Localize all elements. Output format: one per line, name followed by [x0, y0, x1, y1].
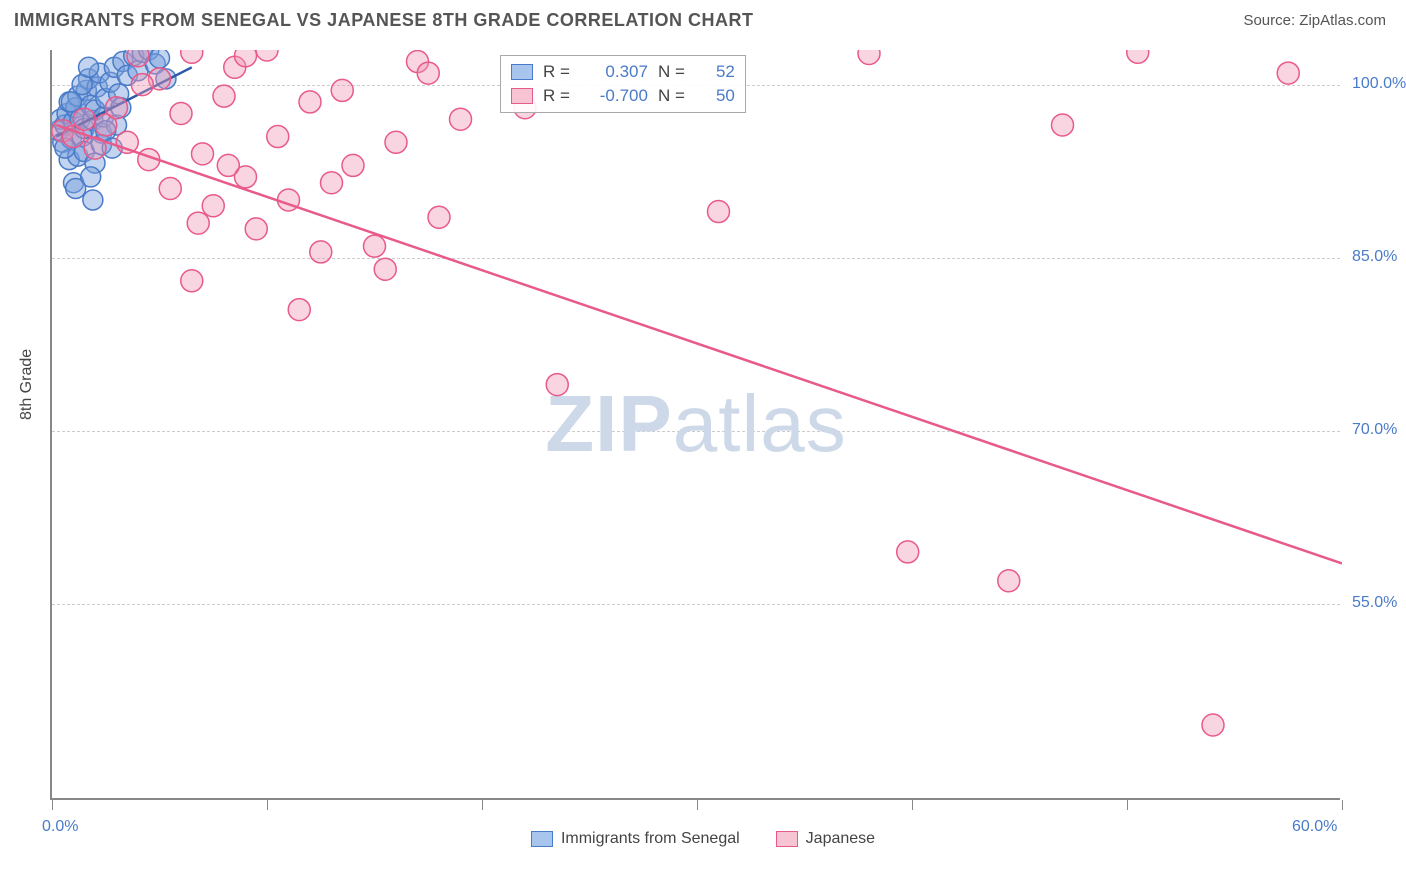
x-tick-label: 0.0% — [42, 818, 78, 836]
x-tick — [1342, 800, 1343, 810]
legend-swatch — [511, 88, 533, 104]
scatter-point-japanese — [159, 177, 181, 199]
scatter-point-japanese — [187, 212, 209, 234]
scatter-point-japanese — [245, 218, 267, 240]
scatter-point-japanese — [217, 154, 239, 176]
scatter-point-japanese — [708, 201, 730, 223]
legend-stat-row: R = 0.307 N = 52 — [511, 60, 735, 84]
scatter-point-japanese — [364, 235, 386, 257]
legend-item: Immigrants from Senegal — [531, 830, 740, 848]
scatter-point-japanese — [1277, 62, 1299, 84]
r-value: 0.307 — [580, 62, 648, 82]
legend-item: Japanese — [776, 830, 875, 848]
r-label: R = — [543, 86, 570, 106]
chart-plot-area: ZIPatlas — [50, 50, 1340, 800]
legend-swatch — [511, 64, 533, 80]
scatter-point-japanese — [1052, 114, 1074, 136]
x-tick-label: 60.0% — [1292, 818, 1337, 836]
scatter-point-senegal — [83, 190, 103, 210]
y-tick-label: 70.0% — [1352, 421, 1397, 439]
scatter-point-japanese — [181, 50, 203, 63]
scatter-point-japanese — [256, 50, 278, 61]
scatter-point-japanese — [331, 79, 353, 101]
legend-stat-row: R = -0.700 N = 50 — [511, 84, 735, 108]
scatter-point-japanese — [131, 74, 153, 96]
scatter-point-japanese — [288, 299, 310, 321]
scatter-point-japanese — [299, 91, 321, 113]
x-tick — [697, 800, 698, 810]
scatter-point-japanese — [1202, 714, 1224, 736]
scatter-point-japanese — [374, 258, 396, 280]
series-legend: Immigrants from Senegal Japanese — [0, 830, 1406, 852]
legend-label: Japanese — [806, 830, 875, 848]
correlation-legend: R = 0.307 N = 52 R = -0.700 N = 50 — [500, 55, 746, 113]
x-tick — [1127, 800, 1128, 810]
scatter-point-japanese — [858, 50, 880, 64]
scatter-point-senegal — [150, 50, 170, 68]
scatter-point-japanese — [192, 143, 214, 165]
scatter-point-japanese — [321, 172, 343, 194]
scatter-point-japanese — [127, 50, 149, 67]
y-tick-label: 55.0% — [1352, 594, 1397, 612]
legend-swatch — [776, 831, 798, 847]
trendline-japanese — [56, 125, 1342, 563]
scatter-point-japanese — [213, 85, 235, 107]
n-label: N = — [658, 62, 685, 82]
legend-swatch — [531, 831, 553, 847]
chart-title: IMMIGRANTS FROM SENEGAL VS JAPANESE 8TH … — [14, 10, 754, 31]
legend-label: Immigrants from Senegal — [561, 830, 740, 848]
scatter-point-japanese — [181, 270, 203, 292]
scatter-point-japanese — [202, 195, 224, 217]
x-tick — [267, 800, 268, 810]
scatter-point-japanese — [897, 541, 919, 563]
scatter-svg — [52, 50, 1342, 800]
x-tick — [482, 800, 483, 810]
scatter-point-japanese — [546, 374, 568, 396]
scatter-point-japanese — [106, 97, 128, 119]
y-axis-label: 8th Grade — [18, 349, 36, 420]
source-attribution: Source: ZipAtlas.com — [1243, 12, 1386, 29]
scatter-point-senegal — [79, 57, 99, 77]
n-value: 52 — [695, 62, 735, 82]
x-tick — [912, 800, 913, 810]
y-tick-label: 100.0% — [1352, 75, 1406, 93]
n-value: 50 — [695, 86, 735, 106]
y-tick-label: 85.0% — [1352, 248, 1397, 266]
r-label: R = — [543, 62, 570, 82]
scatter-point-japanese — [310, 241, 332, 263]
scatter-point-japanese — [342, 154, 364, 176]
x-tick — [52, 800, 53, 810]
scatter-point-japanese — [73, 108, 95, 130]
scatter-point-japanese — [417, 62, 439, 84]
scatter-point-japanese — [1127, 50, 1149, 63]
scatter-point-japanese — [170, 102, 192, 124]
scatter-point-senegal — [61, 92, 81, 112]
scatter-point-japanese — [267, 126, 289, 148]
scatter-point-senegal — [66, 178, 86, 198]
r-value: -0.700 — [580, 86, 648, 106]
scatter-point-japanese — [998, 570, 1020, 592]
scatter-point-japanese — [235, 50, 257, 67]
scatter-point-japanese — [428, 206, 450, 228]
n-label: N = — [658, 86, 685, 106]
scatter-point-japanese — [450, 108, 472, 130]
scatter-point-japanese — [385, 131, 407, 153]
